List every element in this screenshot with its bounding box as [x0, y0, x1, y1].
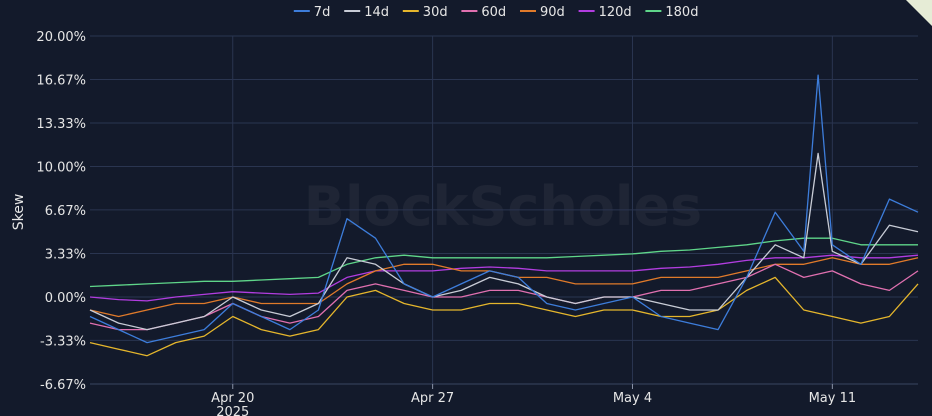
y-tick-label: 13.33% [36, 117, 86, 132]
legend-label-60d: 60d [481, 5, 506, 20]
series-line-14d [89, 152, 919, 331]
series-line-120d [89, 254, 919, 302]
y-tick-label: 0.00% [45, 291, 86, 306]
watermark: BlockScholes [304, 175, 702, 238]
series-line-7d [89, 74, 919, 344]
y-tick-label: 16.67% [36, 73, 86, 88]
legend-label-180d: 180d [665, 5, 698, 20]
x-tick-label: Apr 20 [211, 391, 254, 406]
y-tick-label: -3.33% [40, 334, 86, 349]
legend-label-90d: 90d [540, 5, 565, 20]
y-tick-label: 20.00% [36, 30, 86, 45]
y-tick-label: 10.00% [36, 160, 86, 175]
y-tick-label: -6.67% [40, 378, 86, 393]
y-tick-label: 3.33% [45, 248, 86, 263]
y-axis-label: Skew [11, 194, 27, 231]
series-lines [89, 74, 919, 357]
legend-label-7d: 7d [314, 5, 331, 20]
y-axis-ticks: 20.00% 16.67% 13.33% 10.00% 6.67% 3.33% 0.00% -… [36, 30, 86, 393]
series-line-30d [89, 276, 919, 357]
y-tick-label: 6.67% [45, 204, 86, 219]
legend-label-14d: 14d [364, 5, 389, 20]
legend-label-120d: 120d [599, 5, 632, 20]
x-tick-label: May 11 [809, 391, 857, 406]
x-tick-label: May 4 [613, 391, 652, 406]
grid [90, 35, 918, 385]
corner-marker [906, 0, 932, 26]
legend-label-30d: 30d [423, 5, 448, 20]
series-line-90d [89, 257, 919, 318]
legend: 7d 14d 30d 60d 90d 120d 180d [293, 5, 698, 20]
x-tick-label: Apr 27 [411, 391, 454, 406]
x-tick-sublabel: 2025 [216, 405, 249, 416]
series-line-60d [89, 263, 919, 331]
series-line-180d [89, 237, 918, 288]
